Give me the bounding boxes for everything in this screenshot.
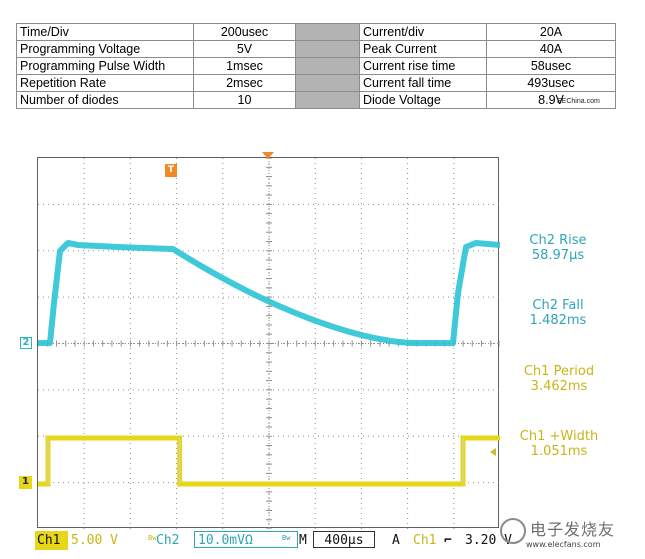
measurement-ch1-width: Ch1 +Width 1.051ms <box>504 429 614 459</box>
param-value: 10 <box>193 91 296 109</box>
measurement-ch2-rise: Ch2 Rise 58.97µs <box>508 233 608 263</box>
param-label: Current rise time <box>359 57 487 75</box>
param-label: Repetition Rate <box>16 74 194 92</box>
measurement-label: Ch2 Fall <box>532 298 584 313</box>
separator-cell <box>295 23 360 41</box>
table-row: Time/Div 200usec Current/div 20A <box>16 23 616 41</box>
measurement-ch1-period: Ch1 Period 3.462ms <box>506 364 612 394</box>
param-value: 40A <box>486 40 616 58</box>
trigger-position-marker[interactable] <box>262 152 274 159</box>
ch2-ground-marker[interactable]: 2 <box>20 337 32 349</box>
param-value: 20A <box>486 23 616 41</box>
ch1-scale: 5.00 V <box>71 533 118 548</box>
watermark-text: 电子发烧友 <box>530 520 616 539</box>
table-row: Programming Pulse Width 1msec Current ri… <box>16 57 616 75</box>
acquisition-mode: A <box>392 533 400 548</box>
param-value: 2msec <box>193 74 296 92</box>
ch2-scale: 10.0mVΩ <box>194 531 298 548</box>
watermark: 电子发烧友 www.elecfans.com <box>500 512 640 552</box>
measurement-value: 1.051ms <box>530 444 588 459</box>
scope-waveform-display <box>38 158 500 529</box>
scope-status-bar: Ch1 5.00 V Bw Ch2 10.0mVΩ Bw M 400µs A C… <box>35 531 512 550</box>
param-label: Programming Voltage <box>16 40 194 58</box>
param-label: Current/div <box>359 23 487 41</box>
bandwidth-limit-icon: Bw <box>282 534 291 542</box>
param-label: Time/Div <box>16 23 194 41</box>
ch2-channel-button[interactable]: Ch2 <box>156 533 180 548</box>
trigger-source[interactable]: Ch1 <box>413 533 437 548</box>
param-value: 1msec <box>193 57 296 75</box>
separator-cell <box>295 57 360 75</box>
trigger-level-marker[interactable] <box>490 448 496 456</box>
measurement-ch2-fall: Ch2 Fall 1.482ms <box>508 298 608 328</box>
parameter-table: Time/Div 200usec Current/div 20A Program… <box>16 23 616 109</box>
param-label: Diode Voltage <box>359 91 487 109</box>
separator-cell <box>295 40 360 58</box>
logo-icon <box>500 518 526 544</box>
trigger-marker[interactable]: T <box>165 164 177 177</box>
param-value: 493usec <box>486 74 616 92</box>
separator-cell <box>295 91 360 109</box>
timebase-value[interactable]: 400µs <box>313 531 375 548</box>
bandwidth-limit-icon: Bw <box>148 534 157 542</box>
param-value: 58usec <box>486 57 616 75</box>
table-row: Programming Voltage 5V Peak Current 40A <box>16 40 616 58</box>
measurement-value: 58.97µs <box>531 248 585 263</box>
watermark-url: www.elecfans.com <box>526 540 601 549</box>
main-timebase-label: M <box>299 533 307 548</box>
table-row: Repetition Rate 2msec Current fall time … <box>16 74 616 92</box>
table-row: Number of diodes 10 Diode Voltage 8.9V <box>16 91 616 109</box>
parameter-table-body: Time/Div 200usec Current/div 20A Program… <box>16 23 616 109</box>
source-tag: EEChina.com <box>557 98 600 105</box>
scope-screen[interactable] <box>37 157 500 529</box>
ch1-channel-button[interactable]: Ch1 <box>35 531 68 550</box>
param-label: Number of diodes <box>16 91 194 109</box>
param-label: Peak Current <box>359 40 487 58</box>
measurement-label: Ch1 Period <box>523 364 595 379</box>
trigger-slope-icon: ⌐ <box>444 533 452 548</box>
param-value: 5V <box>193 40 296 58</box>
trigger-level[interactable]: 3.20 V <box>465 533 512 548</box>
param-value: 200usec <box>193 23 296 41</box>
measurement-label: Ch2 Rise <box>529 233 587 248</box>
ch2-waveform <box>38 240 500 346</box>
separator-cell <box>295 74 360 92</box>
measurement-value: 1.482ms <box>529 313 587 328</box>
param-value: 8.9V <box>486 91 616 109</box>
param-label: Programming Pulse Width <box>16 57 194 75</box>
ch1-ground-marker[interactable]: 1 <box>19 476 32 489</box>
measurement-label: Ch1 +Width <box>519 429 599 444</box>
measurement-value: 3.462ms <box>530 379 588 394</box>
param-label: Current fall time <box>359 74 487 92</box>
